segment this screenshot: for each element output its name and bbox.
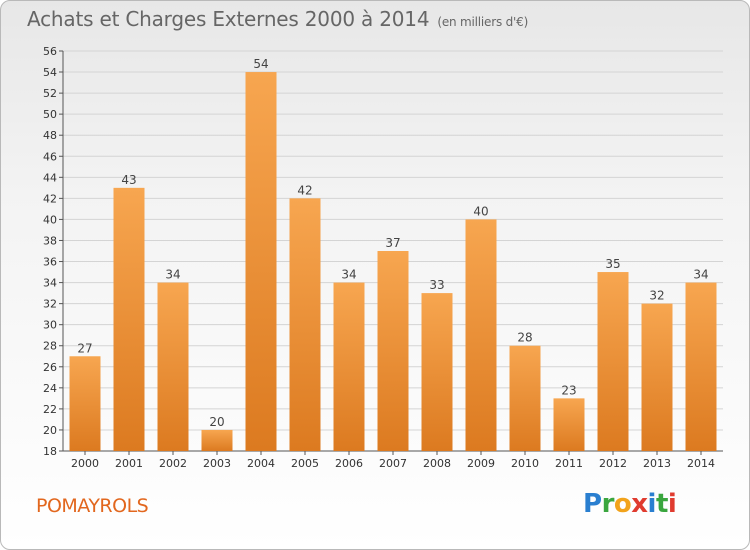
bar xyxy=(113,187,145,451)
data-label: 27 xyxy=(77,341,92,355)
y-tick-label: 44 xyxy=(43,171,57,184)
data-label: 28 xyxy=(517,331,532,345)
bar xyxy=(685,282,717,451)
bar xyxy=(421,293,453,451)
bar xyxy=(201,429,233,451)
y-tick-label: 48 xyxy=(43,129,57,142)
x-tick-label: 2001 xyxy=(115,457,143,470)
y-tick-label: 20 xyxy=(43,424,57,437)
x-tick-label: 2004 xyxy=(247,457,275,470)
bar xyxy=(509,345,541,451)
x-tick-label: 2010 xyxy=(511,457,539,470)
bar xyxy=(157,282,189,451)
y-tick-label: 26 xyxy=(43,361,57,374)
logo-letter: P xyxy=(583,489,602,519)
bar xyxy=(69,356,101,451)
bar xyxy=(597,272,629,451)
x-tick-label: 2011 xyxy=(555,457,583,470)
y-tick-label: 52 xyxy=(43,87,57,100)
bar xyxy=(377,251,409,451)
x-tick-label: 2008 xyxy=(423,457,451,470)
y-tick-label: 46 xyxy=(43,150,57,163)
y-tick-label: 24 xyxy=(43,382,57,395)
bar xyxy=(245,72,277,451)
data-label: 37 xyxy=(385,236,400,250)
data-label: 34 xyxy=(341,268,356,282)
logo-letter: r xyxy=(601,489,615,519)
y-tick-label: 40 xyxy=(43,213,57,226)
y-tick-label: 56 xyxy=(43,45,57,58)
bar xyxy=(553,398,585,451)
logo-letter: i xyxy=(647,489,657,519)
bars xyxy=(69,72,717,451)
y-tick-label: 28 xyxy=(43,340,57,353)
y-tick-label: 18 xyxy=(43,445,57,458)
x-tick-label: 2009 xyxy=(467,457,495,470)
y-tick-label: 34 xyxy=(43,277,57,290)
x-tick-label: 2007 xyxy=(379,457,407,470)
data-label: 34 xyxy=(693,268,708,282)
tick-labels: 18 20 22 24 26 28 30 32 34 36 38 40 42 44 46 48 50 52 54 56… xyxy=(43,45,715,470)
bar xyxy=(641,303,673,451)
y-tick-label: 36 xyxy=(43,256,57,269)
chart-subtitle: (en milliers d'€) xyxy=(437,15,529,29)
x-tick-label: 2005 xyxy=(291,457,319,470)
data-label: 43 xyxy=(121,173,136,187)
chart-title: Achats et Charges Externes 2000 à 2014 (e… xyxy=(27,7,528,31)
x-tick-label: 2006 xyxy=(335,457,363,470)
y-tick-label: 54 xyxy=(43,66,57,79)
y-tick-label: 22 xyxy=(43,403,57,416)
data-label: 20 xyxy=(209,415,224,429)
x-tick-label: 2002 xyxy=(159,457,187,470)
x-tick-label: 2012 xyxy=(599,457,627,470)
logo-letter: o xyxy=(613,489,632,519)
y-tick-label: 30 xyxy=(43,319,57,332)
x-tick-label: 2003 xyxy=(203,457,231,470)
data-label: 33 xyxy=(429,278,444,292)
data-label: 32 xyxy=(649,289,664,303)
x-tick-label: 2000 xyxy=(71,457,99,470)
x-tick-label: 2014 xyxy=(687,457,715,470)
data-label: 35 xyxy=(605,257,620,271)
x-tick-label: 2013 xyxy=(643,457,671,470)
bar xyxy=(289,198,321,451)
data-label: 34 xyxy=(165,268,180,282)
chart-title-text: Achats et Charges Externes 2000 à 2014 xyxy=(27,7,430,31)
y-tick-label: 42 xyxy=(43,192,57,205)
y-tick-label: 50 xyxy=(43,108,57,121)
y-tick-label: 32 xyxy=(43,298,57,311)
data-label: 42 xyxy=(297,183,312,197)
data-label: 40 xyxy=(473,204,488,218)
logo-letter: x xyxy=(631,489,648,519)
data-label: 54 xyxy=(253,57,268,71)
commune-name: POMAYROLS xyxy=(36,495,149,517)
y-tick-label: 38 xyxy=(43,234,57,247)
logo-letter: t xyxy=(655,489,668,519)
logo-letter: i xyxy=(667,489,677,519)
data-label: 23 xyxy=(561,383,576,397)
bar xyxy=(333,282,365,451)
data-labels: 27 43 34 20 54 42 34 37 33 40 28 23 35 32 34 xyxy=(77,57,708,429)
bar xyxy=(465,219,497,451)
